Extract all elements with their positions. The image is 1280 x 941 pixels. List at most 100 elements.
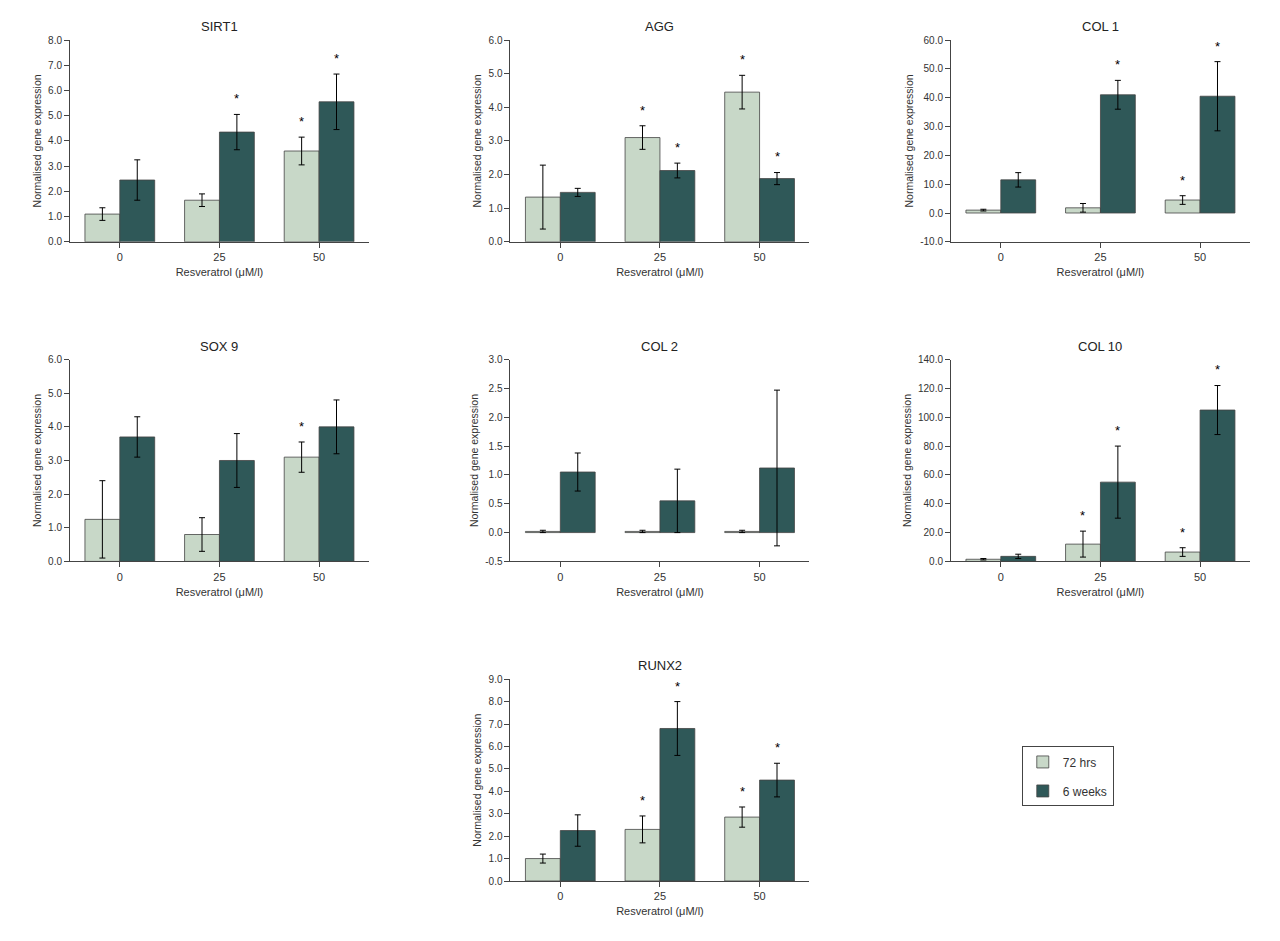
svg-text:9.0: 9.0 xyxy=(489,674,503,685)
svg-text:2.0: 2.0 xyxy=(489,831,503,842)
svg-text:5.0: 5.0 xyxy=(489,68,503,79)
svg-text:50: 50 xyxy=(313,251,325,263)
svg-text:*: * xyxy=(1215,39,1220,54)
svg-text:2.0: 2.0 xyxy=(489,412,503,423)
svg-text:*: * xyxy=(1180,525,1185,540)
svg-text:25: 25 xyxy=(1094,251,1106,263)
svg-text:0: 0 xyxy=(557,251,563,263)
svg-text:*: * xyxy=(334,51,339,66)
svg-text:Resveratrol (μM/l): Resveratrol (μM/l) xyxy=(176,266,264,278)
svg-text:0: 0 xyxy=(557,571,563,583)
svg-text:0.0: 0.0 xyxy=(929,556,943,567)
svg-text:-0.5: -0.5 xyxy=(485,556,503,567)
svg-text:0.0: 0.0 xyxy=(48,556,62,567)
svg-text:*: * xyxy=(299,419,304,434)
svg-text:60.0: 60.0 xyxy=(924,35,944,46)
svg-text:Normalised gene expression: Normalised gene expression xyxy=(903,74,915,207)
svg-text:8.0: 8.0 xyxy=(489,696,503,707)
svg-text:7.0: 7.0 xyxy=(489,719,503,730)
svg-text:5.0: 5.0 xyxy=(489,763,503,774)
svg-text:3.0: 3.0 xyxy=(489,808,503,819)
svg-text:25: 25 xyxy=(654,251,666,263)
svg-text:0: 0 xyxy=(557,890,563,902)
svg-text:0.0: 0.0 xyxy=(489,527,503,538)
svg-text:20.0: 20.0 xyxy=(924,527,944,538)
svg-text:*: * xyxy=(640,793,645,808)
svg-text:5.0: 5.0 xyxy=(48,110,62,121)
svg-text:SIRT1: SIRT1 xyxy=(201,19,238,34)
svg-text:3.0: 3.0 xyxy=(489,354,503,365)
svg-text:-10.0: -10.0 xyxy=(920,236,943,247)
svg-text:4.0: 4.0 xyxy=(489,102,503,113)
svg-text:3.0: 3.0 xyxy=(48,161,62,172)
svg-text:6.0: 6.0 xyxy=(489,35,503,46)
svg-text:2.0: 2.0 xyxy=(489,169,503,180)
svg-text:140.0: 140.0 xyxy=(918,354,943,365)
svg-text:0: 0 xyxy=(117,251,123,263)
svg-text:0: 0 xyxy=(998,571,1004,583)
svg-text:*: * xyxy=(775,149,780,164)
svg-text:50: 50 xyxy=(753,251,765,263)
svg-text:0: 0 xyxy=(998,251,1004,263)
svg-text:60.0: 60.0 xyxy=(924,469,944,480)
svg-text:1.0: 1.0 xyxy=(489,203,503,214)
svg-text:6.0: 6.0 xyxy=(48,354,62,365)
svg-text:20.0: 20.0 xyxy=(924,150,944,161)
svg-text:1.0: 1.0 xyxy=(48,211,62,222)
svg-text:*: * xyxy=(1080,508,1085,523)
svg-text:0.0: 0.0 xyxy=(48,236,62,247)
svg-text:25: 25 xyxy=(213,251,225,263)
svg-text:1.0: 1.0 xyxy=(489,853,503,864)
svg-text:*: * xyxy=(675,140,680,155)
svg-text:1.0: 1.0 xyxy=(48,522,62,533)
svg-text:120.0: 120.0 xyxy=(918,383,943,394)
svg-text:2.5: 2.5 xyxy=(489,383,503,394)
svg-text:40.0: 40.0 xyxy=(924,92,944,103)
svg-text:Normalised gene expression: Normalised gene expression xyxy=(31,74,43,207)
svg-text:Normalised gene expression: Normalised gene expression xyxy=(471,74,483,207)
svg-text:AGG: AGG xyxy=(645,19,674,34)
svg-text:Resveratrol (μM/l): Resveratrol (μM/l) xyxy=(1057,266,1145,278)
svg-text:Resveratrol (μM/l): Resveratrol (μM/l) xyxy=(616,586,704,598)
svg-text:*: * xyxy=(1115,423,1120,438)
svg-text:Resveratrol (μM/l): Resveratrol (μM/l) xyxy=(616,266,704,278)
svg-text:6.0: 6.0 xyxy=(489,741,503,752)
svg-text:25: 25 xyxy=(654,571,666,583)
svg-text:50: 50 xyxy=(753,890,765,902)
svg-text:3.0: 3.0 xyxy=(489,135,503,146)
svg-text:0.5: 0.5 xyxy=(489,498,503,509)
svg-text:1.5: 1.5 xyxy=(489,441,503,452)
svg-text:*: * xyxy=(640,103,645,118)
svg-text:*: * xyxy=(1180,173,1185,188)
svg-text:25: 25 xyxy=(654,890,666,902)
svg-text:10.0: 10.0 xyxy=(924,179,944,190)
svg-text:40.0: 40.0 xyxy=(924,498,944,509)
svg-text:6 weeks: 6 weeks xyxy=(1063,785,1107,799)
svg-text:COL 2: COL 2 xyxy=(641,339,678,354)
svg-text:3.0: 3.0 xyxy=(48,455,62,466)
svg-text:Normalised gene expression: Normalised gene expression xyxy=(468,394,480,527)
svg-text:*: * xyxy=(234,91,239,106)
svg-text:50: 50 xyxy=(753,571,765,583)
svg-text:4.0: 4.0 xyxy=(48,421,62,432)
svg-text:Resveratrol (μM/l): Resveratrol (μM/l) xyxy=(1057,586,1145,598)
svg-text:RUNX2: RUNX2 xyxy=(638,658,682,673)
svg-text:0.0: 0.0 xyxy=(489,876,503,887)
svg-text:0.0: 0.0 xyxy=(489,236,503,247)
svg-text:1.0: 1.0 xyxy=(489,469,503,480)
svg-text:50.0: 50.0 xyxy=(924,63,944,74)
svg-text:50: 50 xyxy=(313,571,325,583)
svg-text:50: 50 xyxy=(1194,571,1206,583)
svg-text:Normalised gene expression: Normalised gene expression xyxy=(31,394,43,527)
svg-text:Normalised gene expression: Normalised gene expression xyxy=(901,394,913,527)
svg-text:4.0: 4.0 xyxy=(489,786,503,797)
svg-text:30.0: 30.0 xyxy=(924,121,944,132)
svg-text:SOX 9: SOX 9 xyxy=(200,339,238,354)
svg-text:7.0: 7.0 xyxy=(48,60,62,71)
svg-text:COL 1: COL 1 xyxy=(1082,19,1119,34)
svg-text:*: * xyxy=(1215,362,1220,377)
svg-text:Normalised gene expression: Normalised gene expression xyxy=(471,713,483,846)
svg-text:*: * xyxy=(775,740,780,755)
svg-text:*: * xyxy=(675,679,680,694)
svg-text:*: * xyxy=(1115,57,1120,72)
